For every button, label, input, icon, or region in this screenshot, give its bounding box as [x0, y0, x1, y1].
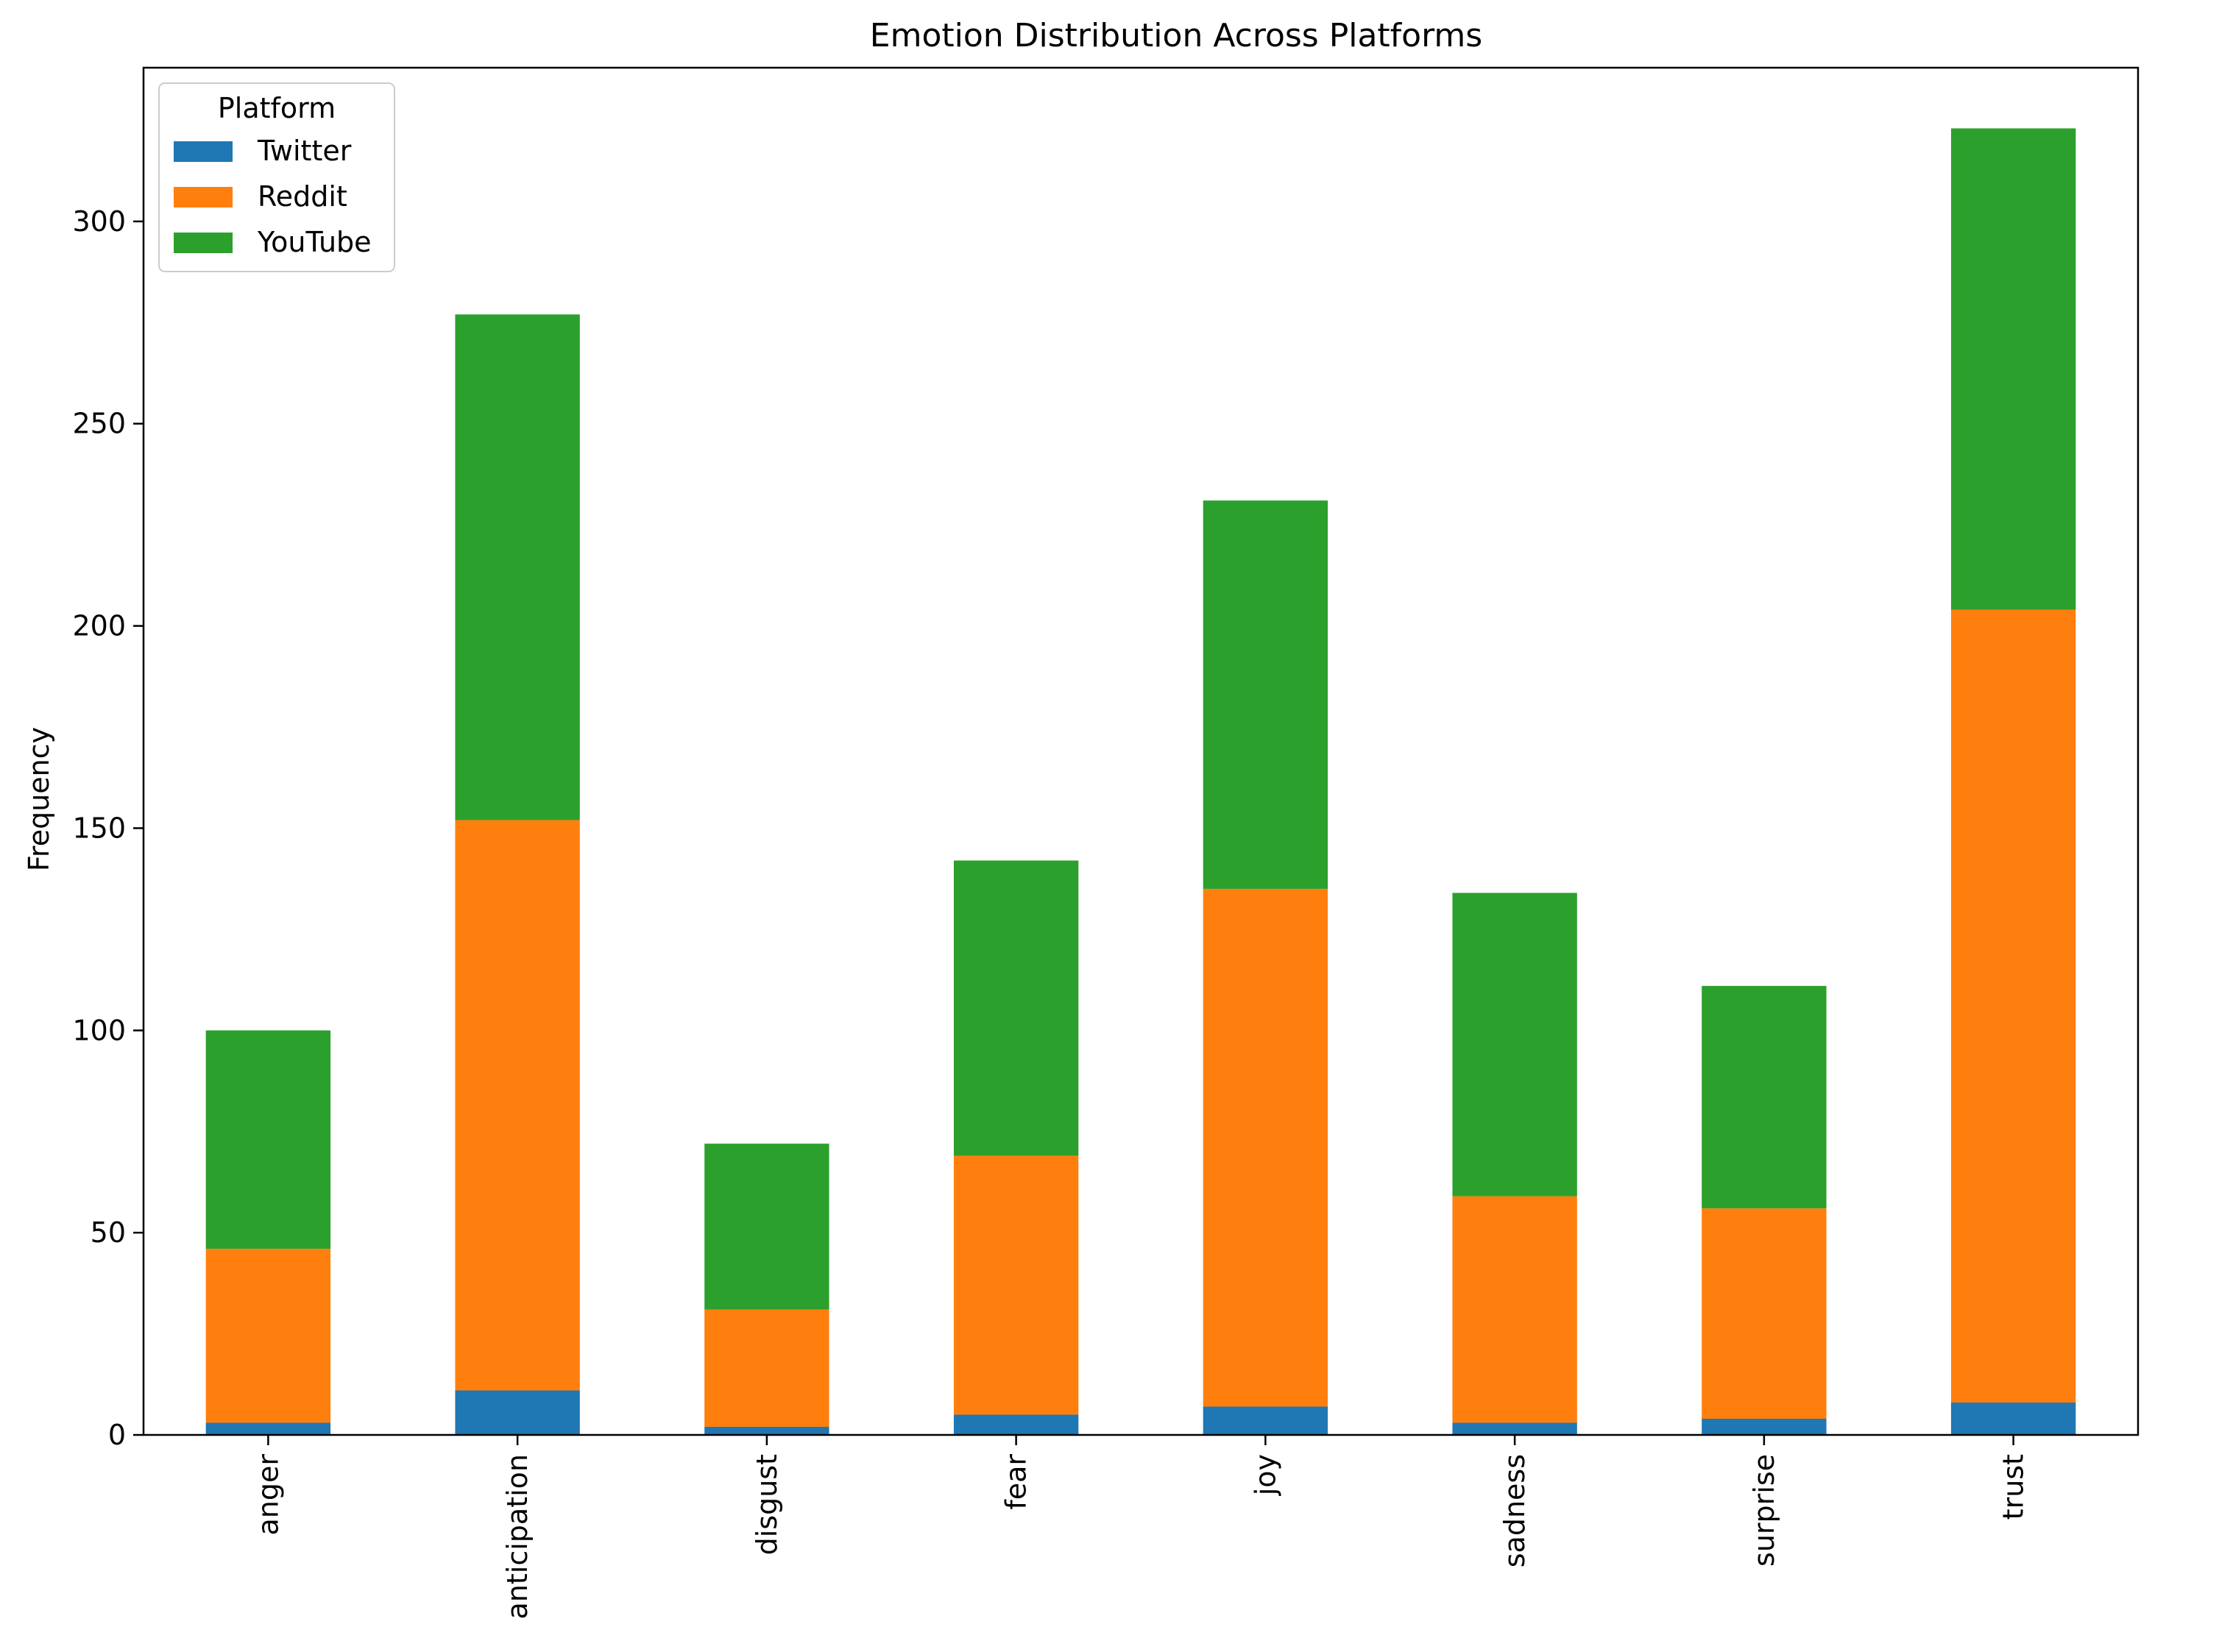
bar-anticipation-twitter — [455, 1390, 580, 1435]
legend-title: Platform — [218, 92, 336, 124]
bar-fear-reddit — [953, 1155, 1079, 1415]
legend-box — [158, 82, 395, 272]
plot-frame — [142, 66, 2140, 1436]
bar-surprise-reddit — [1702, 1208, 1827, 1419]
bar-trust-reddit — [1950, 609, 2076, 1403]
legend-label-reddit: Reddit — [258, 180, 347, 213]
bar-anger-youtube — [205, 1030, 331, 1249]
y-tick-label: 50 — [91, 1216, 126, 1249]
legend: Platform Twitter Reddit YouTube — [158, 82, 395, 272]
x-tick-label-disgust: disgust — [751, 1454, 783, 1555]
x-tick-label-fear: fear — [1000, 1454, 1033, 1510]
x-tick-label-sadness: sadness — [1498, 1454, 1531, 1567]
bar-fear-youtube — [953, 860, 1079, 1156]
bar-trust-twitter — [1950, 1403, 2076, 1435]
bar-sadness-youtube — [1452, 893, 1577, 1197]
legend-swatch-youtube — [174, 233, 233, 253]
x-tick-label-trust: trust — [1997, 1454, 2030, 1520]
bar-anticipation-reddit — [455, 820, 580, 1391]
x-tick-label-anger: anger — [252, 1454, 284, 1536]
bar-joy-twitter — [1203, 1406, 1328, 1435]
y-tick-label: 100 — [72, 1014, 126, 1046]
bar-disgust-twitter — [704, 1427, 829, 1435]
x-tick-label-joy: joy — [1249, 1454, 1281, 1496]
y-tick-label: 150 — [72, 812, 126, 844]
bar-sadness-twitter — [1452, 1422, 1577, 1435]
bar-anticipation-youtube — [455, 314, 580, 820]
bar-surprise-youtube — [1702, 985, 1827, 1209]
y-tick-label: 300 — [72, 205, 126, 238]
y-tick-label: 250 — [72, 408, 126, 440]
x-tick-label-surprise: surprise — [1748, 1454, 1780, 1567]
bar-disgust-reddit — [704, 1309, 829, 1428]
y-axis-label: Frequency — [23, 727, 55, 871]
bar-anger-twitter — [205, 1422, 331, 1435]
legend-label-youtube: YouTube — [257, 226, 372, 258]
x-axis-ticks: anger anticipation disgust fear joy sadness su… — [252, 1435, 2030, 1619]
bar-disgust-youtube — [704, 1144, 829, 1310]
bar-surprise-twitter — [1702, 1419, 1827, 1435]
bar-joy-reddit — [1203, 888, 1328, 1407]
legend-swatch-reddit — [174, 187, 233, 208]
chart-title: Emotion Distribution Across Platforms — [870, 17, 1482, 54]
bar-anger-reddit — [205, 1249, 331, 1423]
bar-joy-youtube — [1203, 500, 1328, 889]
y-tick-label: 200 — [72, 610, 126, 642]
legend-label-twitter: Twitter — [257, 135, 352, 167]
legend-items: Twitter Reddit YouTube — [174, 135, 372, 258]
bar-fear-twitter — [953, 1414, 1079, 1435]
y-tick-label: 0 — [108, 1419, 126, 1451]
y-axis-ticks: 0 50 100 150 200 250 300 — [72, 205, 144, 1451]
x-tick-label-anticipation: anticipation — [501, 1454, 534, 1619]
bar-sadness-reddit — [1452, 1196, 1577, 1423]
legend-swatch-twitter — [174, 141, 233, 162]
bar-group — [205, 128, 2076, 1435]
bar-trust-youtube — [1950, 128, 2076, 610]
